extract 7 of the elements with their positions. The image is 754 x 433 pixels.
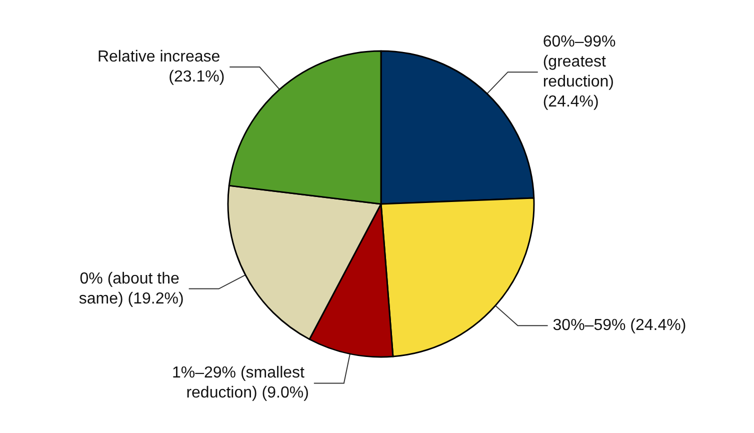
slice-label: 30%–59% (24.4%) [552, 317, 686, 334]
data-label: (23.1%) [168, 68, 225, 86]
slice-label: 0% (about the same) (19.2%) [78, 270, 184, 308]
data-label: (24.4%) [542, 94, 599, 111]
slice-label: 60%–99% (greatest reduction) [542, 34, 620, 91]
slice-label: 1%–29% (smallest reduction) (9.0%) [172, 364, 309, 402]
slice-label: Relative increase [97, 48, 225, 66]
